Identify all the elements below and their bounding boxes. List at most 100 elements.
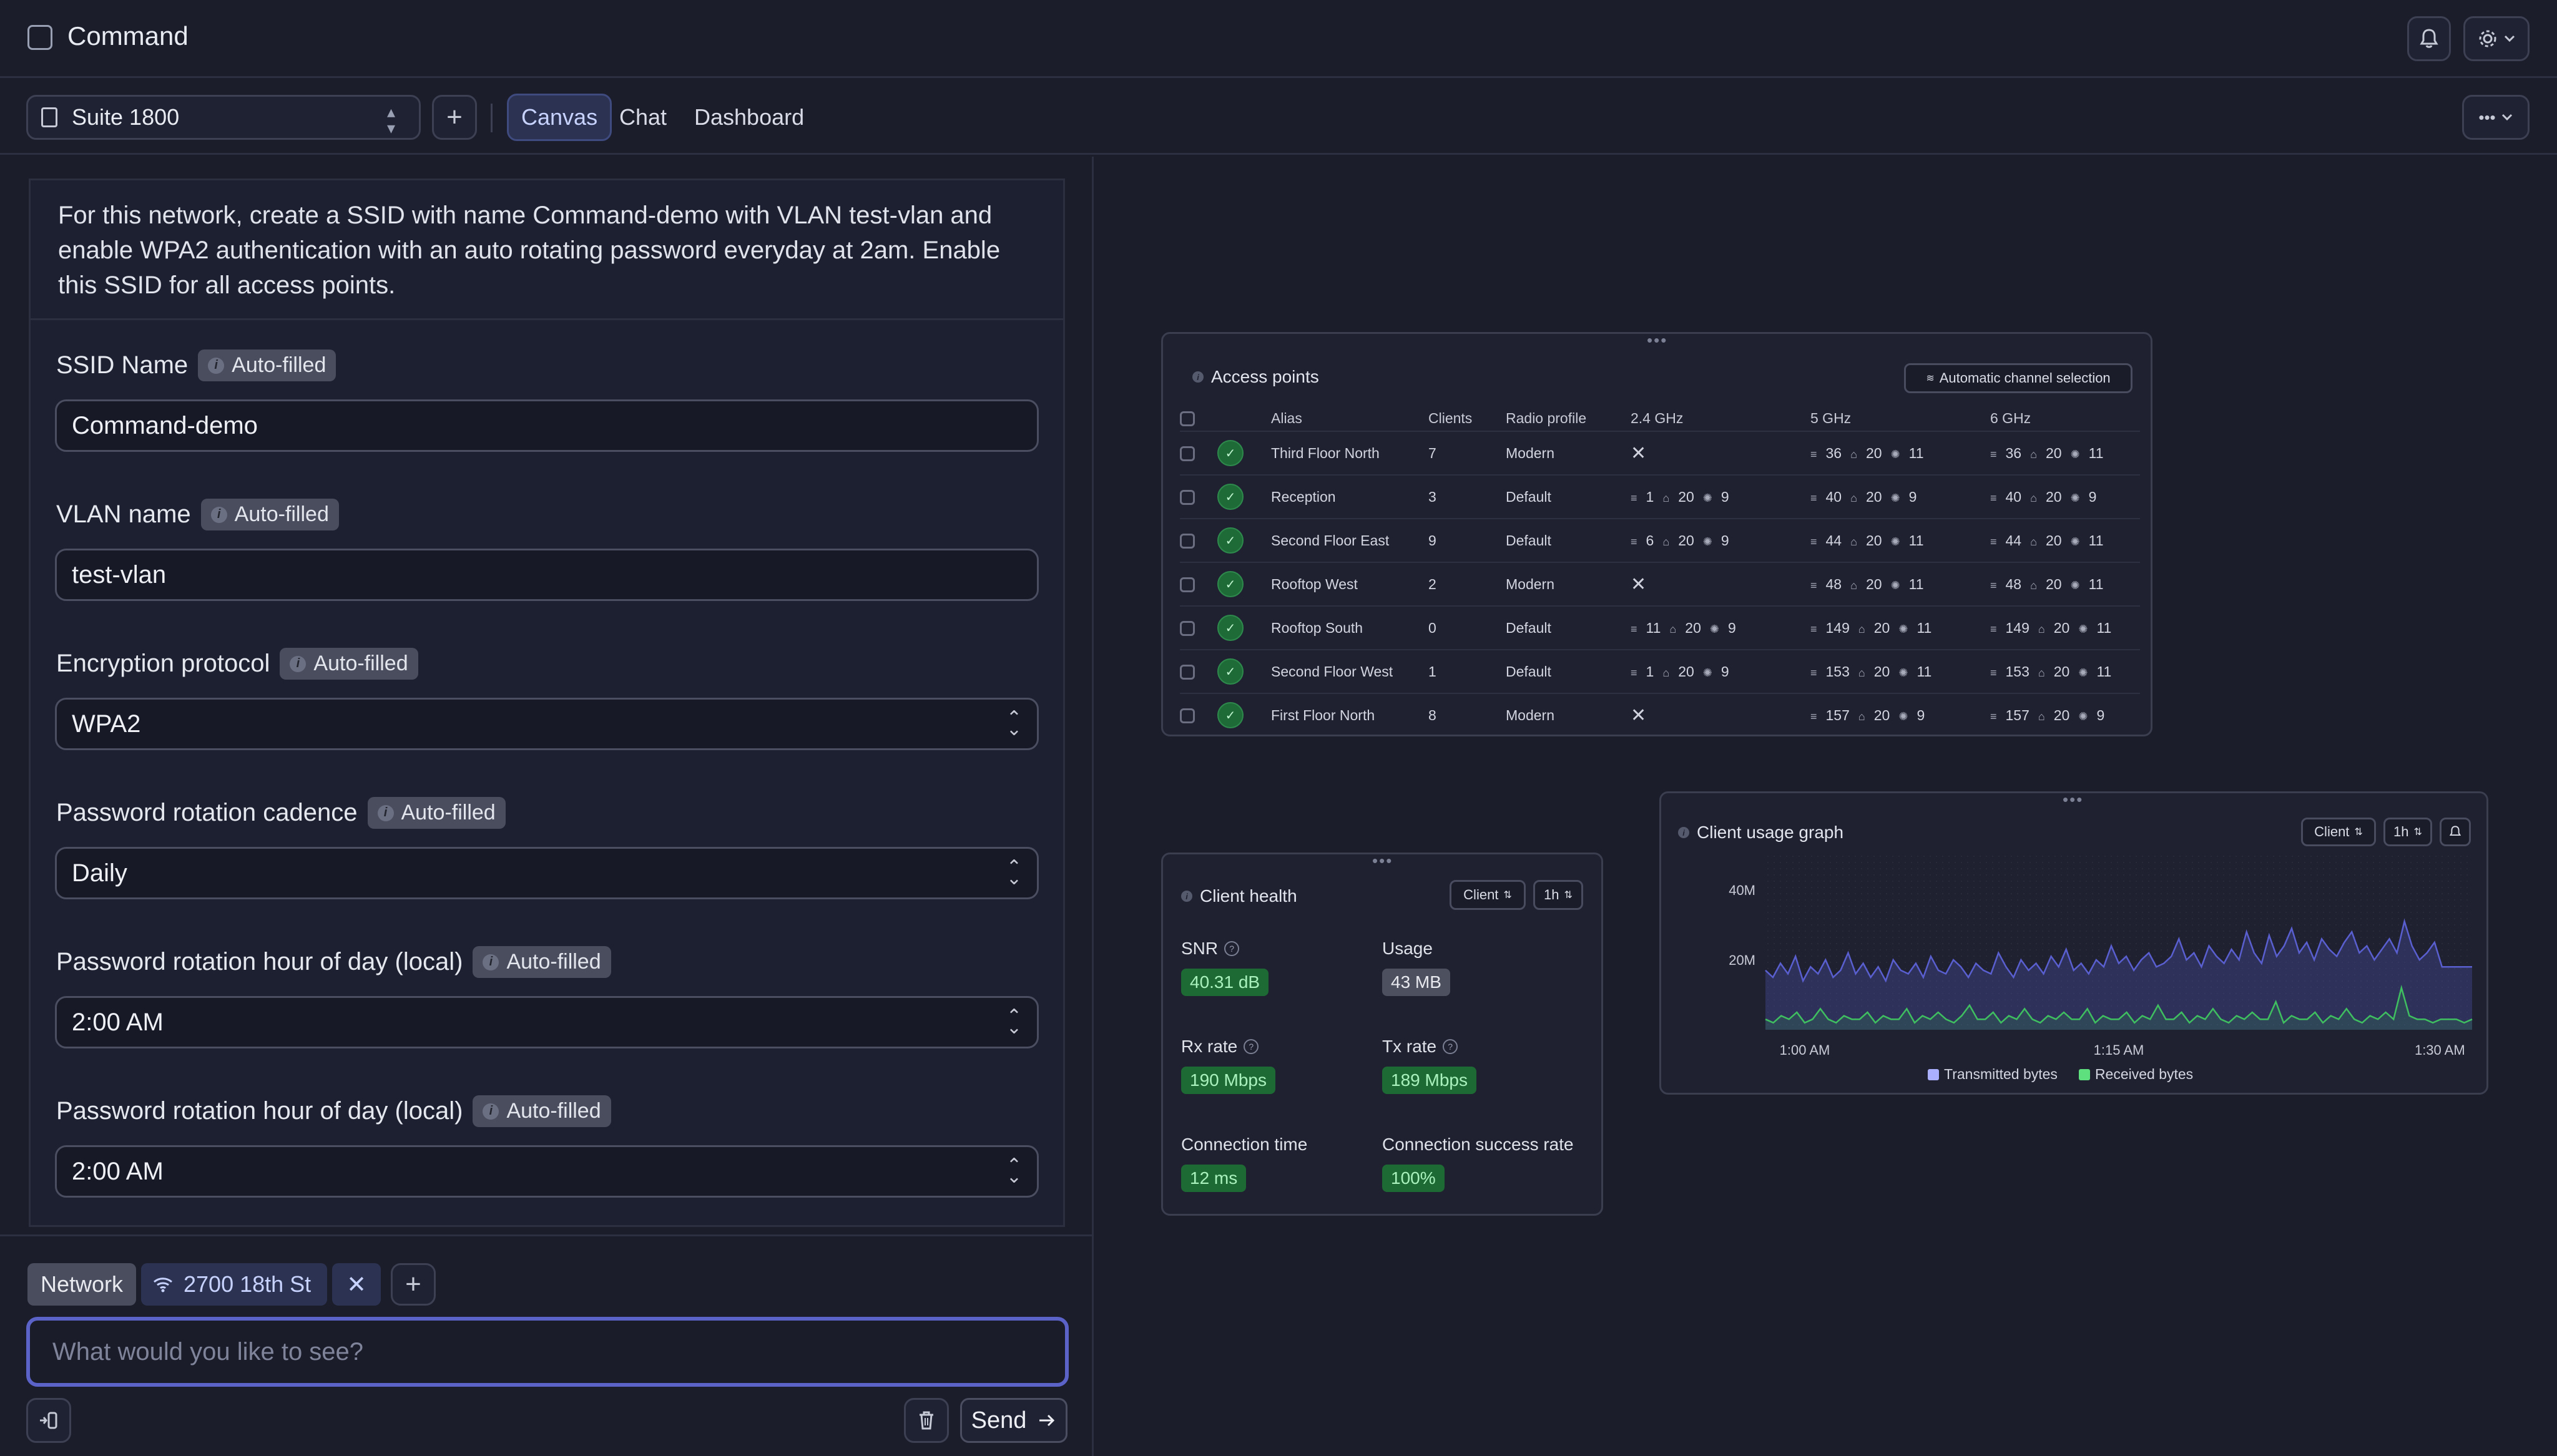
table-row[interactable]: ✓ Second Floor East 9 Default ≡ 6 ⌂ 20 ✺ 9 ≡ 44 ⌂ 20 ✺… xyxy=(1180,518,2140,562)
tab-dashboard[interactable]: Dashboard xyxy=(682,94,817,141)
chat-input-placeholder: What would you like to see? xyxy=(52,1337,364,1366)
radio-value: 157 xyxy=(2005,706,2029,723)
toggle-panel-button[interactable] xyxy=(26,1398,71,1443)
auto-filled-badge: i Auto-filled xyxy=(200,499,339,530)
help-icon[interactable]: ? xyxy=(1224,941,1240,956)
table-row[interactable]: ✓ Reception 3 Default ≡ 1 ⌂ 20 ✺ 9 ≡ 40 ⌂ 20 ✺ 9 ≡ 40 ⌂ 20 ✺… xyxy=(1180,474,2140,519)
width-icon: ⌂ xyxy=(2030,447,2037,461)
field-select[interactable]: 2:00 AM ⌃ ⌄ xyxy=(55,996,1039,1048)
tab-chat[interactable]: Chat xyxy=(607,94,679,141)
row-checkbox[interactable] xyxy=(1180,490,1195,506)
updown-chevron-icon: ⌃ ⌄ xyxy=(1006,857,1022,889)
channel-icon: ≡ xyxy=(1990,447,1997,461)
network-chip[interactable]: Network xyxy=(27,1263,136,1306)
updown-chevron-icon: ⇅ xyxy=(1503,890,1512,901)
settings-menu-button[interactable] xyxy=(2463,16,2530,61)
radio-g5-cell: ≡ 157 ⌂ 20 ✺ 9 xyxy=(1810,693,1990,736)
field-select[interactable]: Daily ⌃ ⌄ xyxy=(55,847,1039,899)
field-label: Encryption protocol i Auto-filled xyxy=(56,648,418,680)
status-cell: ✓ xyxy=(1217,693,1271,736)
channel-icon: ≡ xyxy=(1990,535,1997,548)
row-checkbox[interactable] xyxy=(1180,621,1195,637)
info-icon: i xyxy=(210,506,227,523)
drag-handle-icon[interactable]: ••• xyxy=(1647,331,1668,349)
table-row[interactable]: ✓ Third Floor North 7 Modern ✕ ≡ 36 ⌂ 20 ✺ 11 ≡ 36 ⌂ 2… xyxy=(1180,431,2140,475)
automatic-channel-selection-button[interactable]: ≋ Automatic channel selection xyxy=(1904,363,2132,393)
client-health-range-value: 1h xyxy=(1544,887,1559,902)
auto-filled-badge-label: Auto-filled xyxy=(313,652,408,675)
radio-value: 20 xyxy=(2045,444,2062,461)
send-button[interactable]: Send xyxy=(960,1398,1067,1443)
field-value: Command-demo xyxy=(72,411,258,439)
help-icon[interactable]: ? xyxy=(1443,1039,1458,1054)
info-icon: i xyxy=(1181,891,1192,902)
radio-g5-cell: ≡ 44 ⌂ 20 ✺ 11 xyxy=(1810,518,1990,562)
clear-chat-button[interactable] xyxy=(904,1398,949,1443)
radio-g5-cell: ≡ 149 ⌂ 20 ✺ 11 xyxy=(1810,605,1990,650)
field-select[interactable]: WPA2 ⌃ ⌄ xyxy=(55,698,1039,750)
table-row[interactable]: ✓ First Floor North 8 Modern ✕ ≡ 157 ⌂ 20 ✺ 9 ≡ 157 ⌂… xyxy=(1180,693,2140,736)
notifications-button[interactable] xyxy=(2407,16,2451,61)
status-online-icon: ✓ xyxy=(1217,702,1244,728)
radio-g5-cell: ≡ 48 ⌂ 20 ✺ 11 xyxy=(1810,562,1990,606)
radio-value: 9 xyxy=(2088,488,2097,505)
table-row[interactable]: ✓ Rooftop South 0 Default ≡ 11 ⌂ 20 ✺ 9 ≡ 149 ⌂ 20 ✺ 11… xyxy=(1180,605,2140,650)
status-online-icon: ✓ xyxy=(1217,527,1244,554)
remove-location-chip-button[interactable]: ✕ xyxy=(332,1263,381,1306)
radio-value: 48 xyxy=(2005,575,2022,592)
radio-value: 11 xyxy=(2096,619,2112,636)
chat-input[interactable]: What would you like to see? xyxy=(26,1317,1069,1387)
cell-profile: Modern xyxy=(1506,431,1631,475)
location-chip[interactable]: 2700 18th St xyxy=(141,1263,327,1306)
radio-value: 11 xyxy=(1908,444,1924,461)
radio-g24-cell: ✕ xyxy=(1631,693,1810,736)
arrow-right-icon xyxy=(1039,1414,1055,1427)
radio-value: 1 xyxy=(1646,663,1654,680)
radio-g6-cell: ≡ 149 ⌂ 20 ✺ 11 xyxy=(1990,605,2140,650)
table-row[interactable]: ✓ Rooftop West 2 Modern ✕ ≡ 48 ⌂ 20 ✺ 11 ≡ 48 ⌂ 20 ✺ 11 xyxy=(1180,562,2140,606)
status-cell: ✓ xyxy=(1217,431,1271,475)
row-checkbox[interactable] xyxy=(1180,665,1195,680)
client-usage-alert-button[interactable] xyxy=(2440,818,2471,846)
radio-g6-cell: ≡ 44 ⌂ 20 ✺ 11 xyxy=(1990,518,2140,562)
radio-value: 9 xyxy=(1917,706,1925,723)
more-options-button[interactable]: ••• xyxy=(2462,95,2530,140)
table-row[interactable]: ✓ Second Floor West 1 Default ≡ 1 ⌂ 20 ✺ 9 ≡ 153 ⌂ 20… xyxy=(1180,649,2140,693)
client-usage-filter-select[interactable]: Client ⇅ xyxy=(2301,818,2376,846)
legend-label-received: Received bytes xyxy=(2094,1066,2194,1082)
suite-select[interactable]: Suite 1800 xyxy=(26,95,421,140)
row-checkbox[interactable] xyxy=(1180,708,1195,724)
auto-filled-badge-label: Auto-filled xyxy=(401,801,496,824)
access-points-title: i Access points xyxy=(1192,367,1319,387)
client-health-range-select[interactable]: 1h ⇅ xyxy=(1533,880,1583,910)
radio-value: 149 xyxy=(1825,619,1850,636)
client-usage-range-select[interactable]: 1h ⇅ xyxy=(2383,818,2432,846)
drag-handle-icon[interactable]: ••• xyxy=(1372,851,1393,870)
tab-canvas[interactable]: Canvas xyxy=(507,94,612,141)
field-select[interactable]: 2:00 AM ⌃ ⌄ xyxy=(55,1145,1039,1198)
add-suite-button[interactable]: + xyxy=(432,95,477,140)
width-icon: ⌂ xyxy=(1850,535,1857,548)
automatic-channel-selection-label: Automatic channel selection xyxy=(1939,370,2111,386)
row-checkbox[interactable] xyxy=(1180,446,1195,462)
client-usage-filter-value: Client xyxy=(2314,824,2350,839)
row-checkbox[interactable] xyxy=(1180,577,1195,593)
row-checkbox[interactable] xyxy=(1180,534,1195,549)
updown-chevron-icon: ⇅ xyxy=(2413,827,2422,838)
series-line-transmitted xyxy=(1765,918,2472,983)
radio-value: 11 xyxy=(1646,619,1661,636)
field-input[interactable]: Command-demo xyxy=(55,399,1039,452)
channel-icon: ≡ xyxy=(1631,535,1637,548)
client-health-filter-select[interactable]: Client ⇅ xyxy=(1450,880,1526,910)
width-icon: ⌂ xyxy=(2030,579,2037,592)
help-icon[interactable]: ? xyxy=(1244,1039,1259,1054)
field-label-text: VLAN name xyxy=(56,501,191,528)
legend-item-received: Received bytes xyxy=(2078,1066,2194,1083)
radio-g5-cell: ≡ 153 ⌂ 20 ✺ 11 xyxy=(1810,649,1990,693)
add-context-button[interactable]: + xyxy=(391,1263,436,1306)
select-all-checkbox[interactable] xyxy=(1180,411,1195,427)
field-input[interactable]: test-vlan xyxy=(55,549,1039,601)
drag-handle-icon[interactable]: ••• xyxy=(2063,790,2084,809)
column-header-2-4ghz: 2.4 GHz xyxy=(1631,409,1684,426)
field-value: Daily xyxy=(72,859,127,887)
